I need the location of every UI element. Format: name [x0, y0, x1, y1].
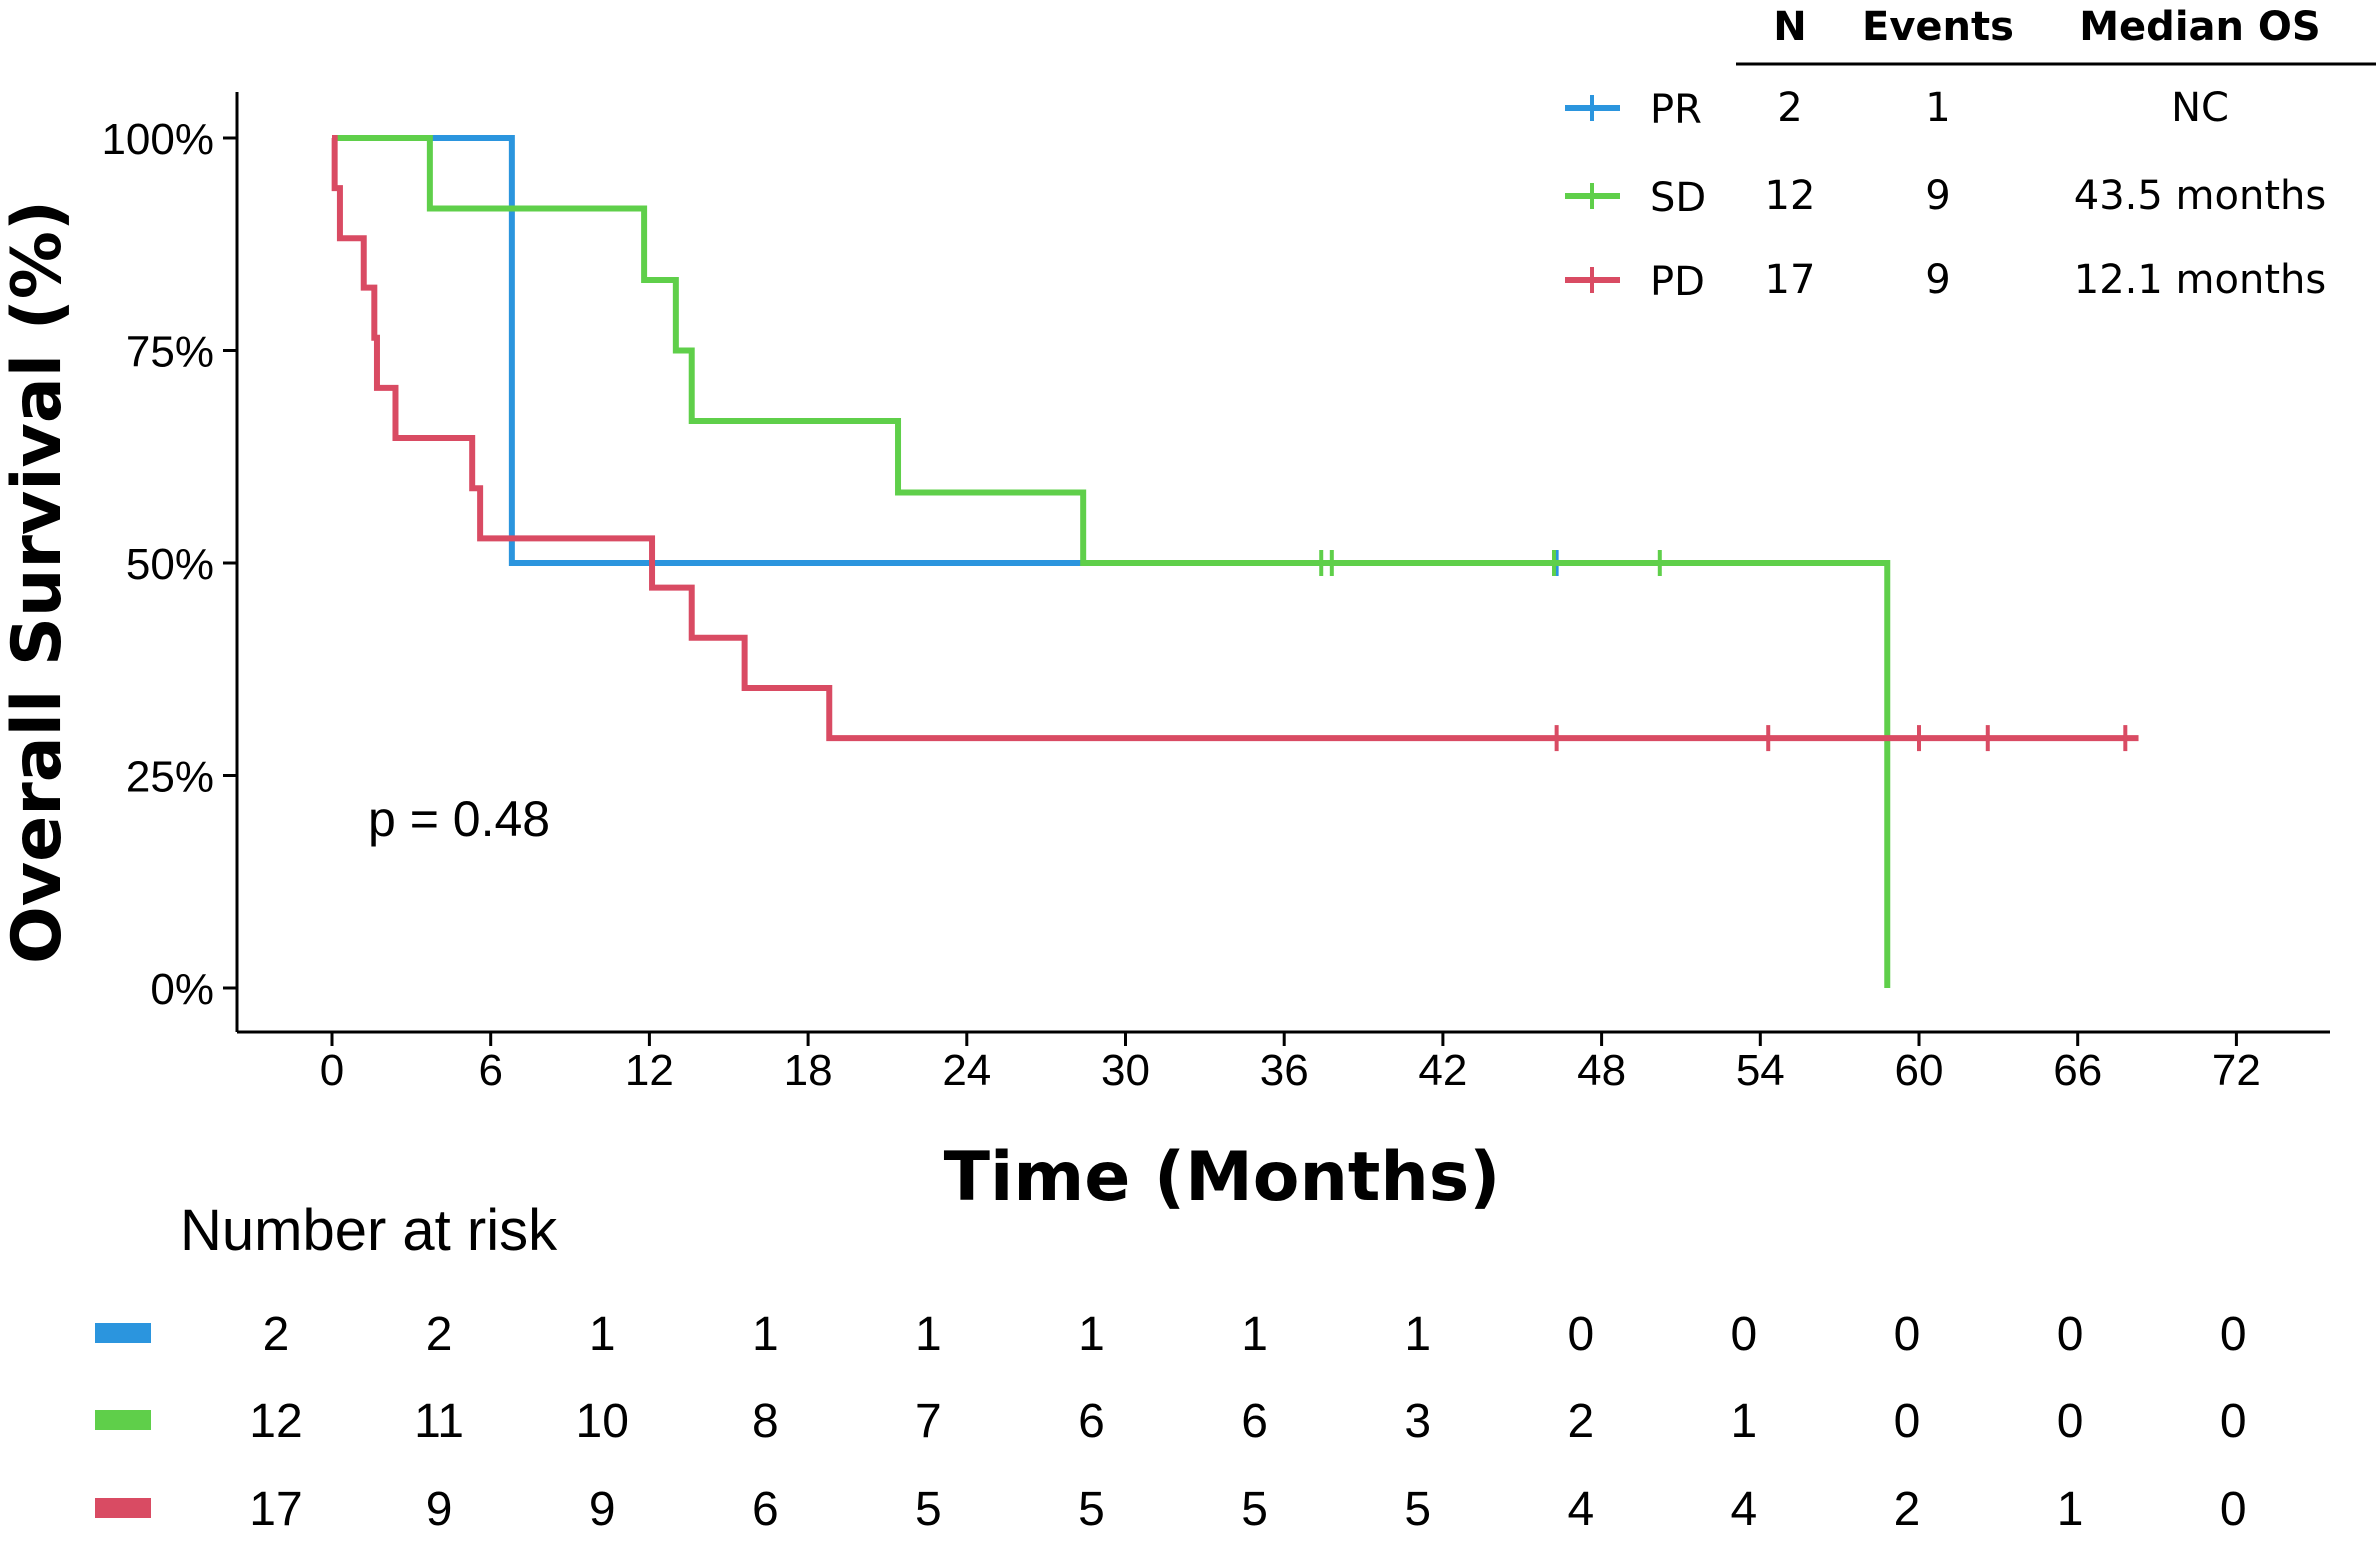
- survival-curve-pr: [332, 135, 1557, 566]
- risk-count: 5: [915, 1483, 942, 1536]
- y-tick-label: 100%: [101, 115, 214, 164]
- legend-events: 9: [1925, 257, 1950, 303]
- legend-header: Events: [1862, 4, 2014, 50]
- risk-count: 2: [263, 1308, 290, 1361]
- x-tick-label: 54: [1736, 1046, 1785, 1095]
- risk-count: 3: [1404, 1395, 1431, 1448]
- risk-count: 2: [1894, 1483, 1921, 1536]
- risk-count: 1: [752, 1308, 779, 1361]
- risk-count: 0: [2220, 1395, 2247, 1448]
- p-value-annotation: p = 0.48: [368, 791, 550, 847]
- legend-events: 1: [1925, 85, 1950, 131]
- risk-row-swatch-pr: [95, 1323, 151, 1343]
- risk-count: 1: [1078, 1308, 1105, 1361]
- x-tick-label: 72: [2212, 1046, 2261, 1095]
- y-axis-title: Overall Survival (%): [0, 200, 77, 964]
- risk-count: 2: [426, 1308, 453, 1361]
- risk-count: 0: [2220, 1308, 2247, 1361]
- risk-count: 0: [2057, 1308, 2084, 1361]
- legend-median-os: 43.5 months: [2074, 173, 2326, 219]
- x-axis-title: Time (Months): [944, 1138, 1501, 1217]
- x-tick-label: 48: [1577, 1046, 1626, 1095]
- risk-count: 4: [1731, 1483, 1758, 1536]
- x-tick-label: 12: [625, 1046, 674, 1095]
- risk-count: 1: [589, 1308, 616, 1361]
- survival-curve-pd: [331, 135, 2139, 742]
- risk-count: 5: [1404, 1483, 1431, 1536]
- risk-count: 6: [1078, 1395, 1105, 1448]
- risk-count: 6: [752, 1483, 779, 1536]
- x-tick-label: 18: [784, 1046, 833, 1095]
- risk-count: 7: [915, 1395, 942, 1448]
- y-tick-label: 50%: [126, 540, 214, 589]
- risk-count: 10: [576, 1395, 629, 1448]
- risk-count: 1: [1241, 1308, 1268, 1361]
- risk-count: 9: [426, 1483, 453, 1536]
- survival-curve-sd: [332, 135, 1891, 988]
- x-tick-label: 30: [1101, 1046, 1150, 1095]
- legend-median-os: 12.1 months: [2074, 257, 2326, 303]
- risk-count: 6: [1241, 1395, 1268, 1448]
- risk-row-swatch-pd: [95, 1498, 151, 1518]
- risk-table-title: Number at risk: [180, 1198, 558, 1263]
- legend-median-os: NC: [2171, 85, 2229, 131]
- risk-count: 5: [1078, 1483, 1105, 1536]
- x-tick-label: 66: [2053, 1046, 2102, 1095]
- risk-count: 17: [249, 1483, 302, 1536]
- x-tick-label: 24: [942, 1046, 991, 1095]
- legend-label: PR: [1650, 87, 1702, 133]
- risk-count: 12: [249, 1395, 302, 1448]
- y-tick-label: 25%: [126, 753, 214, 802]
- risk-count: 0: [2220, 1483, 2247, 1536]
- y-tick-label: 75%: [126, 328, 214, 377]
- risk-count: 1: [915, 1308, 942, 1361]
- risk-count: 0: [1731, 1308, 1758, 1361]
- risk-count: 0: [2057, 1395, 2084, 1448]
- legend-n: 17: [1765, 257, 1816, 303]
- x-tick-label: 6: [478, 1046, 502, 1095]
- risk-count: 2: [1567, 1395, 1594, 1448]
- legend-label: SD: [1650, 175, 1706, 221]
- risk-count: 1: [1731, 1395, 1758, 1448]
- x-tick-label: 36: [1260, 1046, 1309, 1095]
- risk-count: 0: [1567, 1308, 1594, 1361]
- risk-count: 8: [752, 1395, 779, 1448]
- risk-count: 5: [1241, 1483, 1268, 1536]
- risk-count: 0: [1894, 1308, 1921, 1361]
- risk-count: 1: [1404, 1308, 1431, 1361]
- risk-count: 0: [1894, 1395, 1921, 1448]
- risk-row-swatch-sd: [95, 1410, 151, 1430]
- legend-header: Median OS: [2079, 4, 2320, 50]
- y-tick-label: 0%: [150, 965, 214, 1014]
- legend-n: 2: [1777, 85, 1802, 131]
- legend-label: PD: [1650, 259, 1705, 305]
- risk-count: 9: [589, 1483, 616, 1536]
- risk-count: 11: [414, 1395, 464, 1448]
- risk-count: 4: [1567, 1483, 1594, 1536]
- x-tick-label: 42: [1418, 1046, 1467, 1095]
- legend-header: N: [1773, 4, 1806, 50]
- legend-n: 12: [1765, 173, 1816, 219]
- legend-events: 9: [1925, 173, 1950, 219]
- x-tick-label: 0: [320, 1046, 344, 1095]
- risk-count: 1: [2057, 1483, 2084, 1536]
- x-tick-label: 60: [1895, 1046, 1944, 1095]
